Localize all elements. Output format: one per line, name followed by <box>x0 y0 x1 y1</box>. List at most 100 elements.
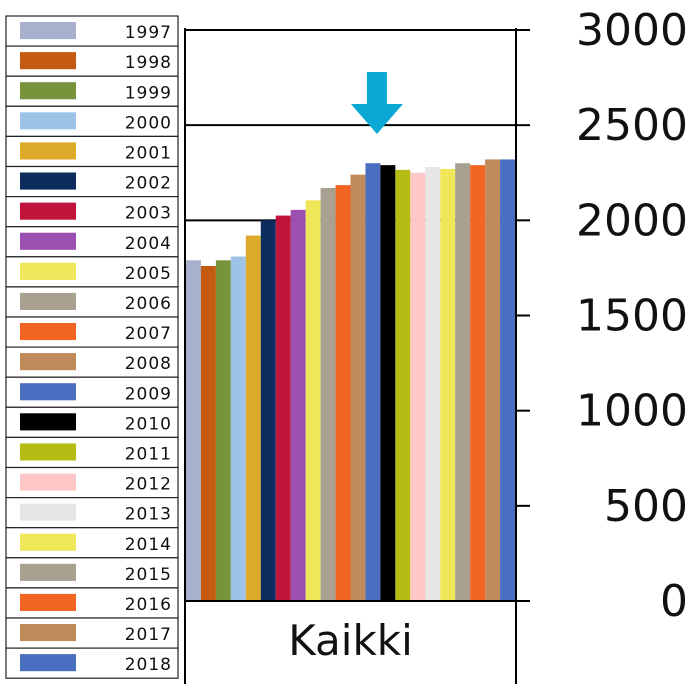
legend-item: 2005 <box>5 256 179 288</box>
legend-item: 2014 <box>5 527 179 559</box>
legend-label: 2018 <box>125 655 172 675</box>
annotation-arrow-icon <box>350 72 403 134</box>
legend-swatch <box>20 22 76 40</box>
bar-1998 <box>200 266 216 601</box>
y-tick-label: 1000 <box>576 386 688 437</box>
legend-swatch <box>20 202 76 220</box>
bar-2015 <box>455 163 471 602</box>
legend-item: 2018 <box>5 647 179 679</box>
legend-item: 2010 <box>5 406 179 438</box>
bar-2013 <box>425 167 441 602</box>
legend-item: 2015 <box>5 557 179 589</box>
legend-label: 1999 <box>125 83 172 103</box>
legend-item: 2001 <box>5 135 179 168</box>
legend-swatch <box>20 112 76 130</box>
legend-swatch <box>20 443 76 461</box>
legend-item: 1998 <box>5 45 179 77</box>
bar-2004 <box>290 209 306 602</box>
legend-label: 1998 <box>125 53 172 73</box>
legend-item: 2009 <box>5 376 179 408</box>
legend-cell <box>5 75 179 107</box>
legend-label: 2001 <box>125 144 172 164</box>
arrow-head <box>350 104 403 134</box>
legend-swatch <box>20 232 76 250</box>
legend-label: 2010 <box>125 414 172 434</box>
legend-swatch <box>20 593 76 611</box>
bar-2006 <box>320 187 336 602</box>
legend-label: 2015 <box>125 565 172 585</box>
legend-item: 2007 <box>5 316 179 348</box>
legend-swatch <box>20 413 76 431</box>
legend-item: 2012 <box>5 466 179 499</box>
legend-item: 2003 <box>5 196 179 228</box>
legend-item: 2008 <box>5 346 179 378</box>
y-tick-label: 1500 <box>576 291 688 342</box>
y-tick-label: 2000 <box>576 195 688 246</box>
bar-2007 <box>335 185 351 601</box>
legend-item: 2000 <box>5 105 179 138</box>
legend-item: 1999 <box>5 75 179 107</box>
bar-2002 <box>260 220 276 601</box>
legend-item: 2017 <box>5 617 179 649</box>
bar-2008 <box>350 174 366 601</box>
legend-swatch <box>20 624 76 642</box>
bar-2017 <box>485 159 501 601</box>
bar-2000 <box>230 256 246 601</box>
y-tick-label: 2500 <box>576 100 688 151</box>
legend-label: 2008 <box>125 354 172 374</box>
legend-label: 2007 <box>125 324 172 344</box>
annotation-layer <box>350 72 403 134</box>
plot-frame <box>184 28 517 684</box>
bar-2001 <box>245 235 261 601</box>
legend-swatch <box>20 172 76 190</box>
legend-swatch <box>20 142 76 160</box>
x-axis-categories: Kaikki <box>288 616 413 665</box>
x-category-label: Kaikki <box>288 616 413 665</box>
legend-label: 2014 <box>125 535 172 555</box>
legend-label: 2000 <box>125 113 172 133</box>
legend-item: 2004 <box>5 226 179 258</box>
bar-2003 <box>275 215 291 601</box>
legend-swatch <box>20 563 76 581</box>
legend-label: 2003 <box>125 204 172 224</box>
legend-label: 2017 <box>125 625 172 645</box>
legend-label: 2002 <box>125 174 172 194</box>
bar-2009 <box>365 163 381 602</box>
bar-2018 <box>500 159 515 601</box>
bar-2011 <box>395 169 411 601</box>
legend-label: 2016 <box>125 595 172 615</box>
legend-label: 2005 <box>125 264 172 284</box>
legend-swatch <box>20 383 76 401</box>
legend-label: 1997 <box>125 23 172 43</box>
legend-swatch <box>20 473 76 491</box>
bar-2010 <box>380 165 396 601</box>
y-tick-label: 3000 <box>576 5 688 56</box>
bar-2012 <box>410 172 426 601</box>
bar-2016 <box>470 165 486 601</box>
legend-swatch <box>20 82 76 100</box>
bars <box>186 159 515 602</box>
legend-swatch <box>20 503 76 521</box>
legend-item: 2011 <box>5 436 179 469</box>
legend-item: 1997 <box>5 15 179 47</box>
legend-label: 2011 <box>125 445 172 465</box>
y-tick-label: 0 <box>660 576 688 627</box>
legend-swatch <box>20 323 76 341</box>
legend-swatch <box>20 533 76 551</box>
bar-2014 <box>440 168 456 601</box>
legend-swatch <box>20 353 76 371</box>
bar-2005 <box>305 200 321 601</box>
legend-swatch <box>20 262 76 280</box>
y-axis: 0 500 1000 1500 2000 2500 3000 <box>516 5 688 627</box>
legend-item: 2002 <box>5 165 179 198</box>
legend-item: 2016 <box>5 587 179 619</box>
bar-1997 <box>186 260 201 601</box>
bar-1999 <box>215 260 231 601</box>
y-tick-label: 500 <box>604 481 688 532</box>
legend-item: 2013 <box>5 497 179 529</box>
legend-swatch <box>20 52 76 70</box>
legend-label: 2013 <box>125 505 172 525</box>
legend-label: 2006 <box>125 294 172 314</box>
legend-swatch <box>20 292 76 310</box>
